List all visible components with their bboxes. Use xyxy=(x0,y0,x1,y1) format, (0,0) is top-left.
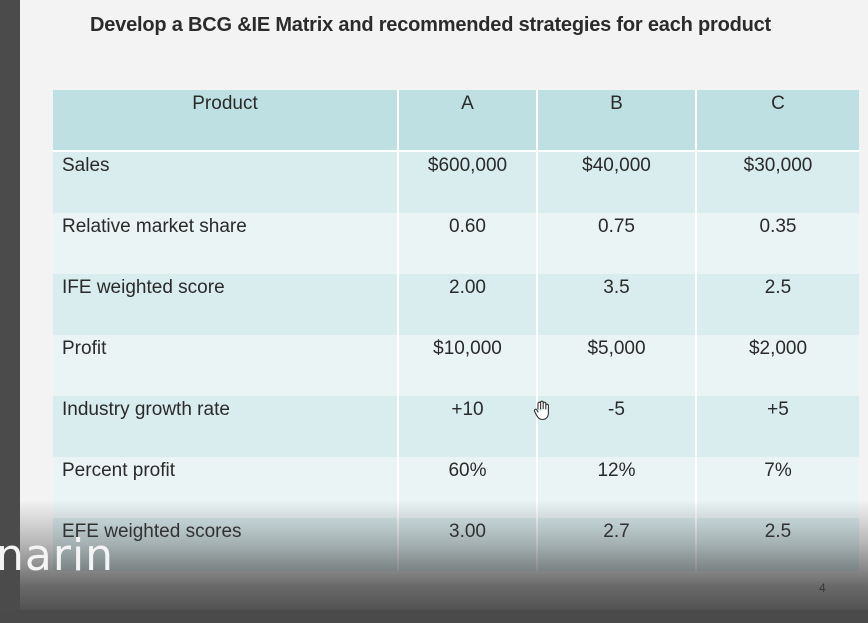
table-row: Industry growth rate +10 -5 +5 xyxy=(53,396,859,457)
cell-value: 2.5 xyxy=(696,518,859,571)
cell-value: +5 xyxy=(696,396,859,457)
cell-value: +10 xyxy=(398,396,538,457)
bottom-frame-bar xyxy=(0,610,868,623)
slide-page-number: 4 xyxy=(819,581,826,595)
presentation-slide: Develop a BCG &IE Matrix and recommended… xyxy=(20,0,868,610)
cell-value: 2.00 xyxy=(398,274,538,335)
row-label: IFE weighted score xyxy=(53,274,399,335)
cell-value: -5 xyxy=(537,396,697,457)
hand-pointer-icon xyxy=(533,400,549,421)
watermark-overlay-text: narin xyxy=(0,530,115,581)
cell-value: $40,000 xyxy=(537,151,697,213)
slide-title: Develop a BCG &IE Matrix and recommended… xyxy=(90,14,772,36)
cell-value: $10,000 xyxy=(398,335,538,396)
cell-value: 0.75 xyxy=(537,213,697,274)
cell-value: 12% xyxy=(537,457,697,518)
cell-value: 3.00 xyxy=(398,518,538,571)
cell-value: 2.7 xyxy=(537,518,697,571)
table-row: Profit $10,000 $5,000 $2,000 xyxy=(53,335,859,396)
table-row: EFE weighted scores 3.00 2.7 2.5 xyxy=(53,518,859,571)
table-header-row: Product A B C xyxy=(53,90,859,152)
cell-value: $600,000 xyxy=(398,151,538,213)
table-row: Percent profit 60% 12% 7% xyxy=(53,457,859,518)
header-c: C xyxy=(696,90,859,152)
cell-value: 3.5 xyxy=(537,274,697,335)
cell-value: 2.5 xyxy=(696,274,859,335)
left-frame-strip xyxy=(0,0,20,623)
table-row: Relative market share 0.60 0.75 0.35 xyxy=(53,213,859,274)
table-row: IFE weighted score 2.00 3.5 2.5 xyxy=(53,274,859,335)
cell-value: 7% xyxy=(696,457,859,518)
cell-value: 60% xyxy=(398,457,538,518)
row-label: Relative market share xyxy=(53,213,399,274)
cell-value: $30,000 xyxy=(696,151,859,213)
header-a: A xyxy=(398,90,538,152)
cell-value: $5,000 xyxy=(537,335,697,396)
row-label: Percent profit xyxy=(53,457,399,518)
product-data-table: Product A B C Sales $600,000 $40,000 $30… xyxy=(53,90,859,571)
cell-value: 0.60 xyxy=(398,213,538,274)
table-row: Sales $600,000 $40,000 $30,000 xyxy=(53,151,859,213)
header-b: B xyxy=(537,90,697,152)
row-label: Profit xyxy=(53,335,399,396)
cell-value: $2,000 xyxy=(696,335,859,396)
cell-value: 0.35 xyxy=(696,213,859,274)
header-product: Product xyxy=(53,90,399,152)
row-label: Industry growth rate xyxy=(53,396,399,457)
row-label: Sales xyxy=(53,151,399,213)
